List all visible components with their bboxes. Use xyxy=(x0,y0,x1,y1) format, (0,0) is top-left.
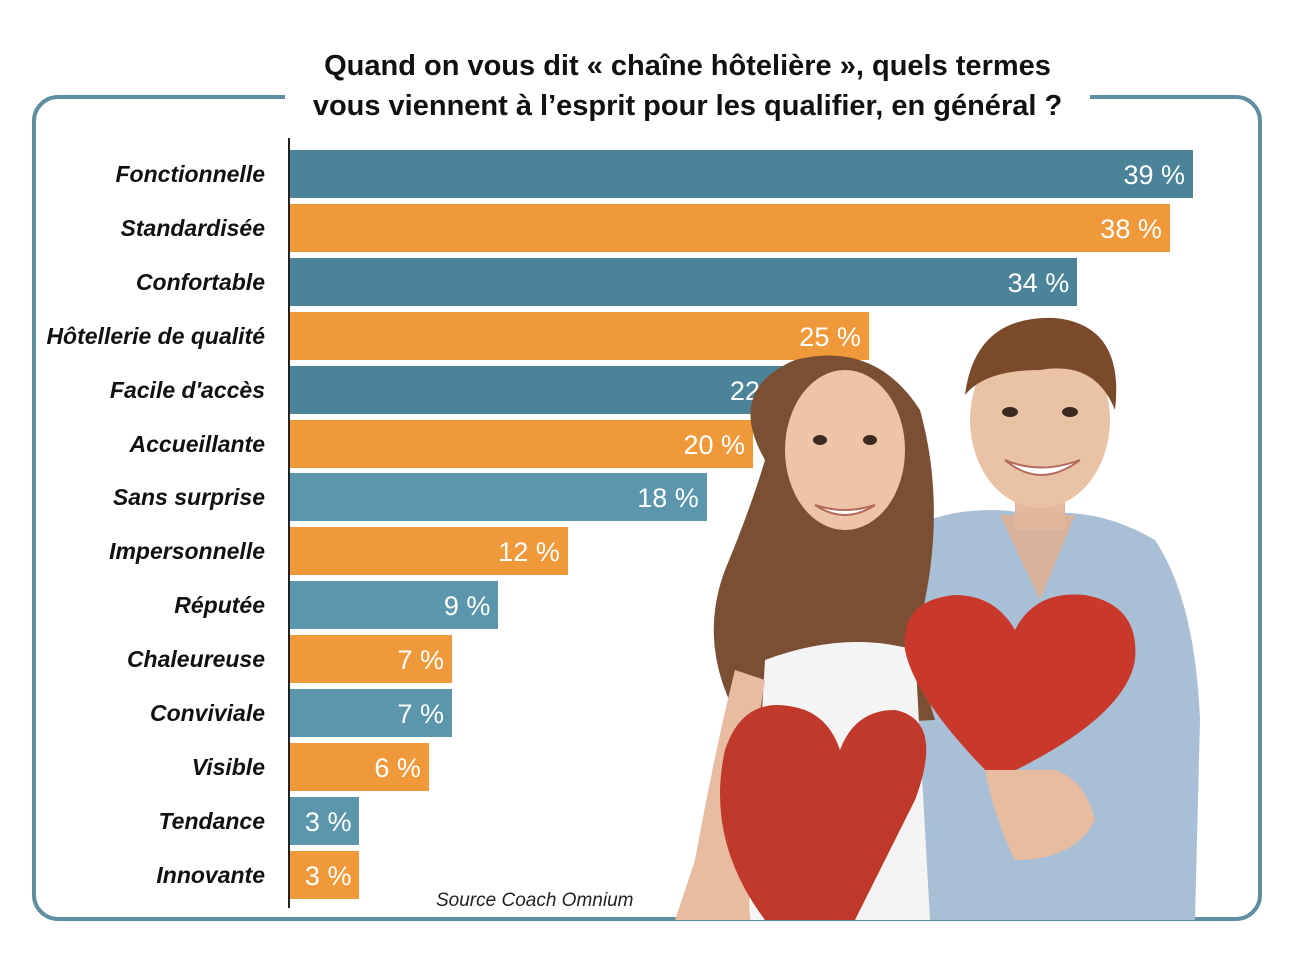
bar-value-label: 34 % xyxy=(1007,267,1070,298)
bar: 22 % xyxy=(290,365,800,414)
bar: 12 % xyxy=(290,527,568,576)
bar: 39 % xyxy=(290,150,1193,198)
bar: 34 % xyxy=(290,257,1078,306)
category-label: Innovante xyxy=(156,861,265,888)
bar-value-label: 18 % xyxy=(637,483,699,514)
chart-title: Quand on vous dit « chaîne hôtelière », … xyxy=(285,46,1090,126)
bar-value-label: 3 % xyxy=(304,806,352,837)
category-label: Hôtellerie de qualité xyxy=(46,322,265,349)
category-label: Tendance xyxy=(158,807,265,834)
category-label: Standardisée xyxy=(120,214,265,241)
bar: 3 % xyxy=(290,850,360,899)
category-label: Conviviale xyxy=(149,700,265,726)
bar: 7 % xyxy=(290,689,453,737)
bar-value-label: 25 % xyxy=(799,321,861,352)
bar-value-label: 38 % xyxy=(1100,213,1162,244)
bar-value-label: 7 % xyxy=(397,645,445,676)
bar: 3 % xyxy=(290,796,360,845)
bar: 7 % xyxy=(290,635,453,684)
chart-title-line-2: vous viennent à l’esprit pour les qualif… xyxy=(312,90,1063,122)
bar-value-label: 3 % xyxy=(304,860,352,891)
category-label: Impersonnelle xyxy=(109,538,265,565)
y-axis-line xyxy=(288,138,290,908)
category-label: Réputée xyxy=(174,592,265,619)
category-label: Confortable xyxy=(135,268,265,295)
bar-value-label: 6 % xyxy=(374,752,421,783)
bar: 9 % xyxy=(290,581,499,630)
source-note: Source Coach Omnium xyxy=(436,890,634,911)
bar: 38 % xyxy=(290,203,1170,252)
bar-value-label: 7 % xyxy=(397,699,445,729)
couple-with-hearts-photo xyxy=(675,317,1200,920)
category-label: Facile d'accès xyxy=(109,376,265,403)
bar: 18 % xyxy=(290,473,707,522)
bar-value-label: 20 % xyxy=(683,429,746,460)
category-label: Accueillante xyxy=(129,430,266,457)
bar-value-label: 9 % xyxy=(443,591,491,622)
category-label: Chaleureuse xyxy=(126,646,265,673)
bar: 6 % xyxy=(290,742,429,791)
bar: 25 % xyxy=(290,311,869,360)
bar: 20 % xyxy=(290,419,754,468)
category-label: Visible xyxy=(191,753,265,780)
category-label: Sans surprise xyxy=(112,484,265,511)
category-label: Fonctionnelle xyxy=(115,161,266,187)
bar-value-label: 39 % xyxy=(1123,160,1185,190)
bar-value-label: 12 % xyxy=(498,537,560,568)
chart-title-line-1: Quand on vous dit « chaîne hôtelière », … xyxy=(324,50,1051,82)
